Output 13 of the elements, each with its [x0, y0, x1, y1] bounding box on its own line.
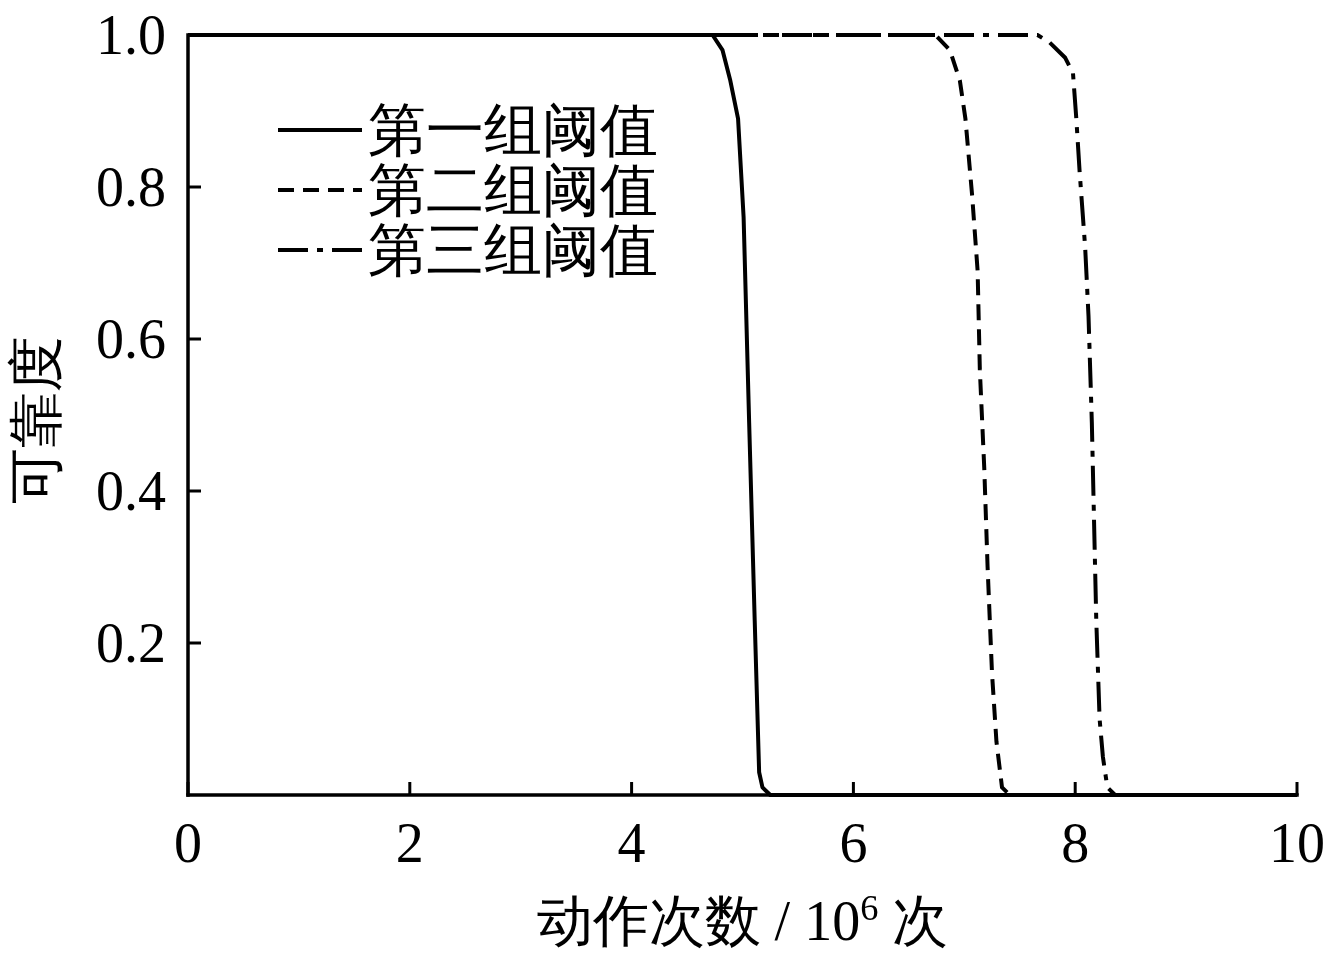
y-tick-label: 1.0	[96, 4, 166, 66]
x-tick-label: 2	[395, 812, 424, 874]
x-tick-label: 8	[1061, 812, 1090, 874]
x-tick-label: 6	[839, 812, 868, 874]
y-tick-label: 0.2	[96, 612, 166, 674]
x-tick-label: 4	[617, 812, 646, 874]
x-tick-label: 10	[1269, 812, 1325, 874]
y-tick-label: 0.4	[96, 460, 166, 522]
x-tick-label: 0	[174, 812, 202, 874]
y-tick-label: 0.6	[96, 308, 166, 370]
y-axis-title: 可靠度	[5, 336, 67, 504]
x-axis-title: 动作次数 / 10$^{6}$ 次	[536, 888, 949, 952]
y-tick-label: 0.8	[96, 156, 166, 218]
